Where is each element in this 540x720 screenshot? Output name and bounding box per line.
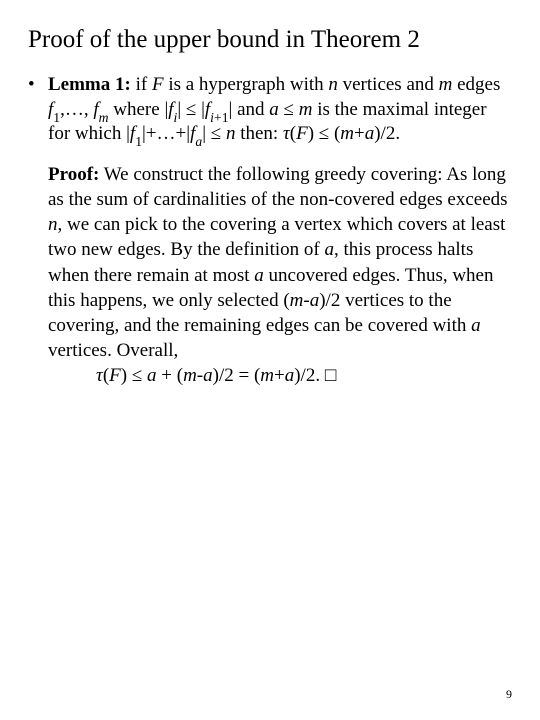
slide-title: Proof of the upper bound in Theorem 2 [28, 24, 512, 55]
bullet-marker: • [28, 73, 48, 146]
page-number: 9 [506, 687, 512, 702]
proof-text: Proof: We construct the following greedy… [48, 162, 512, 363]
proof-lead: Proof: [48, 164, 99, 185]
proof-equation: τ(F) ≤ a + (m-a)/2 = (m+a)/2. □ [48, 363, 512, 388]
lemma-text: Lemma 1: if F is a hypergraph with n ver… [48, 73, 512, 146]
proof-body: We construct the following greedy coveri… [48, 164, 508, 361]
lemma-lead: Lemma 1: [48, 74, 131, 95]
lemma-bullet: • Lemma 1: if F is a hypergraph with n v… [28, 73, 512, 146]
proof-block: Proof: We construct the following greedy… [48, 162, 512, 388]
slide: Proof of the upper bound in Theorem 2 • … [0, 0, 540, 720]
